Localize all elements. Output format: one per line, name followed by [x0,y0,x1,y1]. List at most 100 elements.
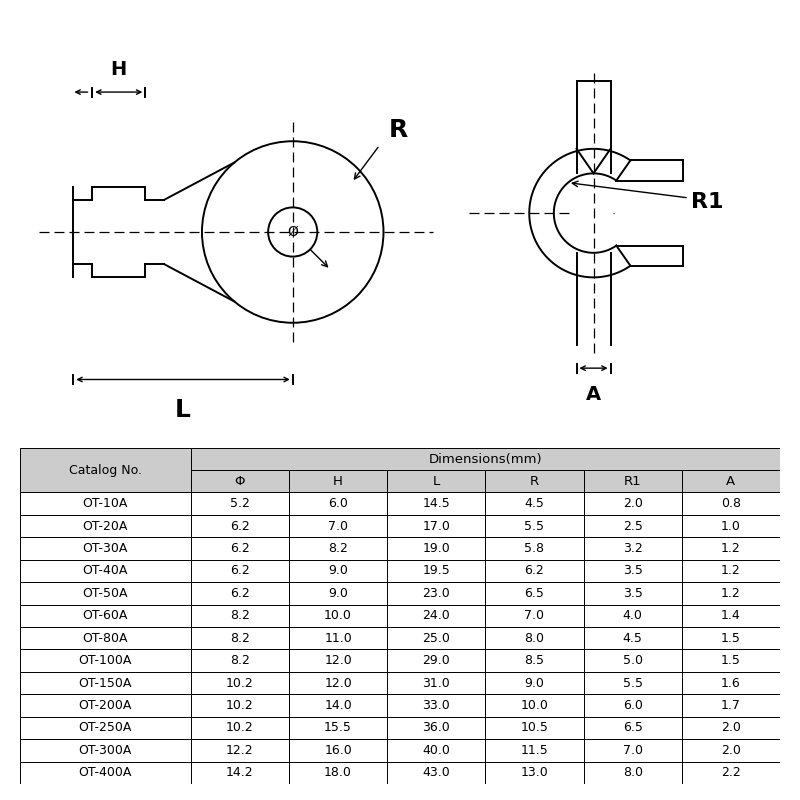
Text: OT-400A: OT-400A [78,766,132,779]
Bar [682,650,780,672]
Bar [682,605,780,627]
Bar [583,605,682,627]
Text: 14.5: 14.5 [422,497,450,510]
Text: Catalog No.: Catalog No. [69,464,142,477]
Text: 2.0: 2.0 [721,722,741,734]
Bar [583,470,682,492]
Text: 14.0: 14.0 [324,699,352,712]
Bar [20,627,190,650]
Bar [583,650,682,672]
Bar [682,694,780,717]
Text: 1.6: 1.6 [721,677,741,690]
Text: 7.0: 7.0 [328,519,348,533]
Text: 8.0: 8.0 [622,766,642,779]
Bar [190,470,289,492]
Bar [583,514,682,538]
Bar [289,605,387,627]
Text: 1.7: 1.7 [721,699,741,712]
Text: 4.5: 4.5 [622,632,642,645]
Text: L: L [433,474,440,488]
Text: 8.5: 8.5 [525,654,545,667]
Bar [583,694,682,717]
Bar [289,560,387,582]
Text: R1: R1 [691,192,723,212]
Text: 3.5: 3.5 [622,564,642,578]
Text: 17.0: 17.0 [422,519,450,533]
Bar [20,672,190,694]
Bar [583,627,682,650]
Text: 1.5: 1.5 [721,632,741,645]
Bar [387,762,486,784]
Bar [486,560,583,582]
Bar [387,605,486,627]
Text: 6.0: 6.0 [622,699,642,712]
Bar [682,762,780,784]
Bar [289,762,387,784]
Text: Ø: Ø [287,225,298,239]
Text: R: R [530,474,539,488]
Bar [387,672,486,694]
Bar [20,650,190,672]
Bar [486,582,583,605]
Bar [486,672,583,694]
Bar [190,514,289,538]
Text: 9.0: 9.0 [328,587,348,600]
Bar [20,492,190,514]
Text: 12.0: 12.0 [324,654,352,667]
Text: 29.0: 29.0 [422,654,450,667]
Text: 1.5: 1.5 [721,654,741,667]
Bar [583,739,682,762]
Text: 4.0: 4.0 [622,610,642,622]
Bar [289,650,387,672]
Text: 1.2: 1.2 [721,564,741,578]
Text: 8.2: 8.2 [230,654,250,667]
Bar [583,560,682,582]
Bar [486,470,583,492]
Text: 8.2: 8.2 [328,542,348,555]
Bar [486,605,583,627]
Bar [20,717,190,739]
Bar [486,717,583,739]
Bar [190,582,289,605]
Bar [682,514,780,538]
Bar [20,694,190,717]
Text: OT-50A: OT-50A [82,587,128,600]
Text: 11.0: 11.0 [324,632,352,645]
Bar [682,627,780,650]
Bar [486,694,583,717]
Text: 6.2: 6.2 [230,542,250,555]
Text: 43.0: 43.0 [422,766,450,779]
Text: 5.5: 5.5 [525,519,545,533]
Text: 16.0: 16.0 [324,744,352,757]
Bar [289,582,387,605]
Bar [289,627,387,650]
Text: OT-300A: OT-300A [78,744,132,757]
Text: 15.5: 15.5 [324,722,352,734]
Text: OT-80A: OT-80A [82,632,128,645]
Bar [387,492,486,514]
Text: 23.0: 23.0 [422,587,450,600]
Bar [486,538,583,560]
Bar [289,492,387,514]
Bar [289,694,387,717]
Bar [20,560,190,582]
Text: 9.0: 9.0 [328,564,348,578]
Text: 24.0: 24.0 [422,610,450,622]
Text: 18.0: 18.0 [324,766,352,779]
Text: OT-100A: OT-100A [78,654,132,667]
Text: 36.0: 36.0 [422,722,450,734]
Bar [583,582,682,605]
Text: Φ: Φ [234,474,245,488]
Text: 5.5: 5.5 [622,677,642,690]
Bar [387,560,486,582]
Bar [20,514,190,538]
Bar [190,627,289,650]
Bar [682,492,780,514]
Text: OT-200A: OT-200A [78,699,132,712]
Text: 2.0: 2.0 [622,497,642,510]
Text: 2.5: 2.5 [622,519,642,533]
Bar [190,762,289,784]
Text: 31.0: 31.0 [422,677,450,690]
Text: 1.0: 1.0 [721,519,741,533]
Text: 10.0: 10.0 [324,610,352,622]
